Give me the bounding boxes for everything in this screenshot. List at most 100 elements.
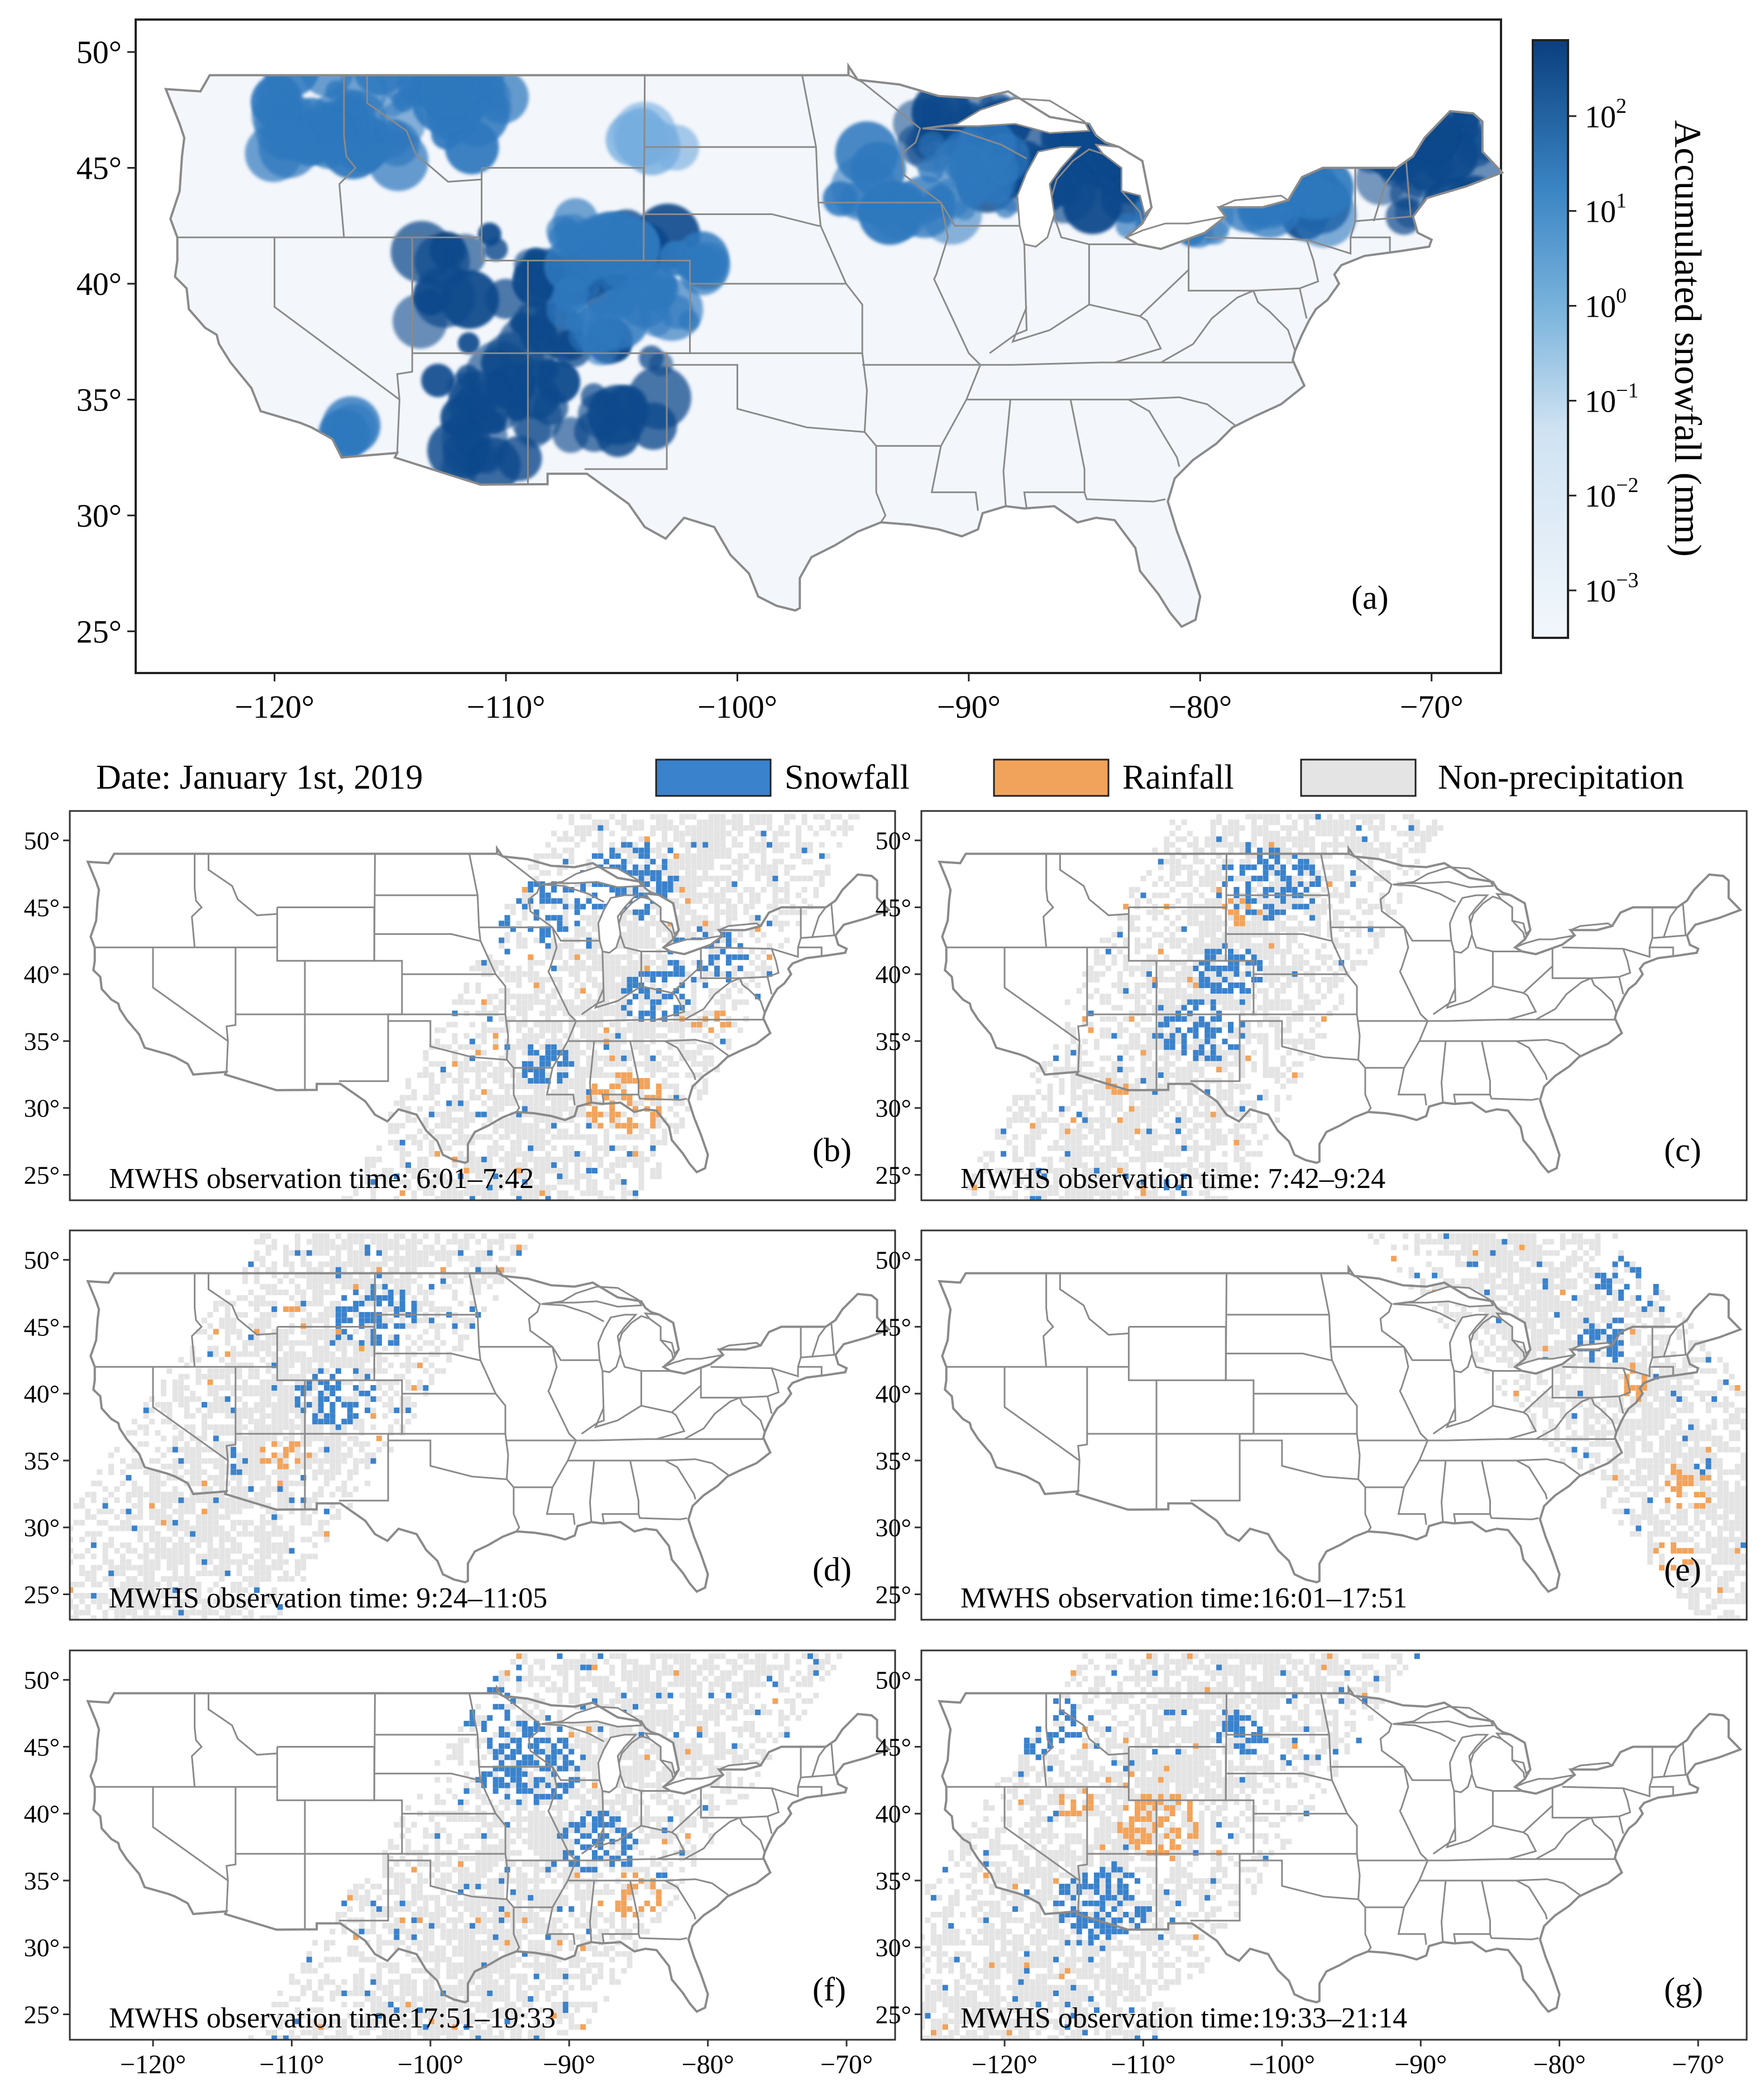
panel-b-state-borders: [94, 853, 835, 1113]
panel-a-lat-tick-label: 45°: [77, 150, 122, 187]
panel-g-lat-tick-label: 40°: [876, 1800, 911, 1828]
panel-c-lat-tick-label: 35°: [876, 1027, 911, 1056]
panel-f-lon-tick-label: −80°: [682, 2050, 734, 2079]
panel-e-coastline: [938, 1264, 1743, 1593]
panel-f-lat-tick-label: 45°: [24, 1733, 60, 1761]
panel-g-lon-tick-label: −80°: [1533, 2050, 1586, 2079]
panel-g-lat-tick-label: 50°: [876, 1666, 911, 1695]
panel-g-lon-tick-label: −70°: [1672, 2050, 1724, 2079]
colorbar-ticks: 102 101 100 10−1 10−2 10−3: [1568, 94, 1638, 609]
panel-d-map-outline: [86, 1264, 891, 1593]
panel-a-lat-tick-label: 25°: [77, 613, 122, 650]
panel-f-lon-tick-label: −70°: [820, 2050, 873, 2079]
legend-label-snowfall: Snowfall: [785, 758, 910, 796]
panel-c-coastline: [938, 844, 1743, 1174]
colorbar-tick-label: 101: [1585, 189, 1627, 230]
panel-a-lat-ticks: 50° 45° 40° 35° 30° 25°: [77, 34, 136, 650]
panel-d-lat-tick-label: 35°: [24, 1447, 60, 1475]
panel-g-lon-tick-label: −90°: [1394, 2050, 1447, 2079]
panel-d-lat-tick-label: 25°: [24, 1580, 60, 1609]
panel-f-label: (f): [812, 1971, 846, 2008]
panel-g-label: (g): [1664, 1971, 1703, 2008]
panel-c-precip-field: [965, 814, 1443, 1200]
legend-row: Date: January 1st, 2019 Snowfall Rainfal…: [96, 758, 1684, 797]
colorbar-tick-label: 10−3: [1585, 569, 1638, 609]
panel-b-lat-tick-label: 40°: [24, 960, 60, 989]
colorbar-bar: [1532, 39, 1569, 639]
panel-c-map-outline: [938, 844, 1743, 1174]
panel-g-lat-tick-label: 45°: [876, 1733, 911, 1761]
panel-e-state-borders: [946, 1272, 1687, 1532]
panel-b-coastline: [86, 844, 891, 1174]
panel-g-lat-tick-label: 30°: [876, 1934, 911, 1962]
panel-d-state-borders: [94, 1272, 835, 1532]
panel-g-map-outline: [938, 1684, 1743, 2013]
small-panels: (b) MWHS observation time: 6:01–7:42 50° 45…: [24, 810, 1748, 2079]
panel-c-lat-tick-label: 50°: [876, 827, 911, 855]
panel-g-frame: [920, 1649, 1748, 2041]
panel-a-lat-tick-label: 50°: [77, 34, 122, 70]
panel-e-lat-tick-label: 45°: [876, 1313, 911, 1341]
panel-e-label: (e): [1664, 1551, 1701, 1588]
panel-f-lat-tick-label: 30°: [24, 1934, 60, 1962]
panel-d-lat-tick-label: 50°: [24, 1246, 60, 1275]
panel-a-lon-tick-label: −120°: [235, 689, 314, 725]
panel-d-label: (d): [812, 1551, 852, 1588]
panel-b-lat-tick-label: 30°: [24, 1094, 60, 1123]
panel-e-lat-tick-label: 25°: [876, 1580, 911, 1609]
colorbar-tick-label: 100: [1585, 284, 1627, 325]
panel-c-label: (c): [1664, 1132, 1701, 1168]
legend-swatch-non-precipitation: [1300, 758, 1417, 797]
panel-f-coastline: [86, 1684, 891, 2013]
panel-d-lat-tick-label: 40°: [24, 1380, 60, 1408]
panel-d-lat-tick-label: 45°: [24, 1313, 60, 1341]
colorbar-tick-label: 10−2: [1585, 474, 1638, 514]
panel-c-lat-tick-label: 25°: [876, 1161, 911, 1189]
panel-g: (g) MWHS observation time:19:33–21:14 50° 4…: [876, 1649, 1748, 2079]
panel-b-lat-tick-label: 50°: [24, 827, 60, 855]
panel-d-lat-tick-label: 30°: [24, 1514, 60, 1542]
panel-g-state-borders: [946, 1692, 1687, 1952]
panel-b-label: (b): [812, 1132, 852, 1168]
panel-a-label: (a): [1351, 579, 1389, 616]
panel-f-lon-tick-label: −120°: [120, 2050, 186, 2079]
panel-a-lat-tick-label: 35°: [77, 381, 122, 418]
panel-b-great-lakes: [541, 866, 763, 955]
panel-f-lat-tick-label: 50°: [24, 1666, 60, 1695]
panel-d-coastline: [86, 1264, 891, 1593]
panel-g-lat-tick-label: 35°: [876, 1867, 911, 1895]
panel-e-lat-tick-label: 50°: [876, 1246, 911, 1275]
panel-e: (e) MWHS observation time:16:01–17:51 50° 4…: [876, 1229, 1748, 1621]
panel-e-lat-tick-label: 40°: [876, 1380, 911, 1408]
panel-g-observation-time: MWHS observation time:19:33–21:14: [960, 2002, 1407, 2034]
legend-swatch-rainfall: [993, 758, 1110, 797]
panel-b-frame: [69, 810, 896, 1201]
panel-f-lon-tick-label: −110°: [259, 2050, 324, 2079]
panel-e-map-outline: [938, 1264, 1743, 1593]
panel-d-precip-field: [70, 1233, 534, 1620]
legend-swatch-snowfall: [655, 758, 772, 797]
panel-f-map-outline: [86, 1684, 891, 2013]
panel-b-map-outline: [86, 844, 891, 1174]
panel-a-state-borders: [177, 74, 1412, 523]
date-label: Date: January 1st, 2019: [96, 758, 423, 796]
panel-a-lon-tick-label: −80°: [1168, 689, 1232, 725]
panel-a-lat-tick-label: 30°: [77, 498, 122, 534]
panel-a-land: [165, 66, 1503, 627]
panel-f: (f) MWHS observation time:17:51–19:33 50° 4…: [24, 1649, 896, 2079]
panel-f-lat-tick-label: 40°: [24, 1800, 60, 1828]
panel-c: (c) MWHS observation time: 7:42–9:24 50° 45…: [876, 810, 1748, 1201]
legend-label-rainfall: Rainfall: [1122, 758, 1234, 796]
panel-c-lat-tick-label: 30°: [876, 1094, 911, 1123]
legend-label-non-precipitation: Non-precipitation: [1438, 758, 1684, 796]
panel-a-snowfall-map: (a) 50° 45° 40° 35° 30° 25° −120° −110° −100° −9…: [77, 18, 1709, 725]
panel-f-observation-time: MWHS observation time:17:51–19:33: [109, 2002, 556, 2034]
panel-a-great-lakes: [922, 97, 1290, 250]
panel-g-lon-tick-label: −100°: [1249, 2050, 1315, 2079]
colorbar-tick-label: 10−1: [1585, 379, 1638, 419]
panel-d: (d) MWHS observation time: 9:24–11:05 50° 4…: [24, 1229, 896, 1621]
panel-a-lon-tick-label: −90°: [937, 689, 1001, 725]
panel-e-lat-tick-label: 35°: [876, 1447, 911, 1475]
panel-e-frame: [920, 1229, 1748, 1621]
